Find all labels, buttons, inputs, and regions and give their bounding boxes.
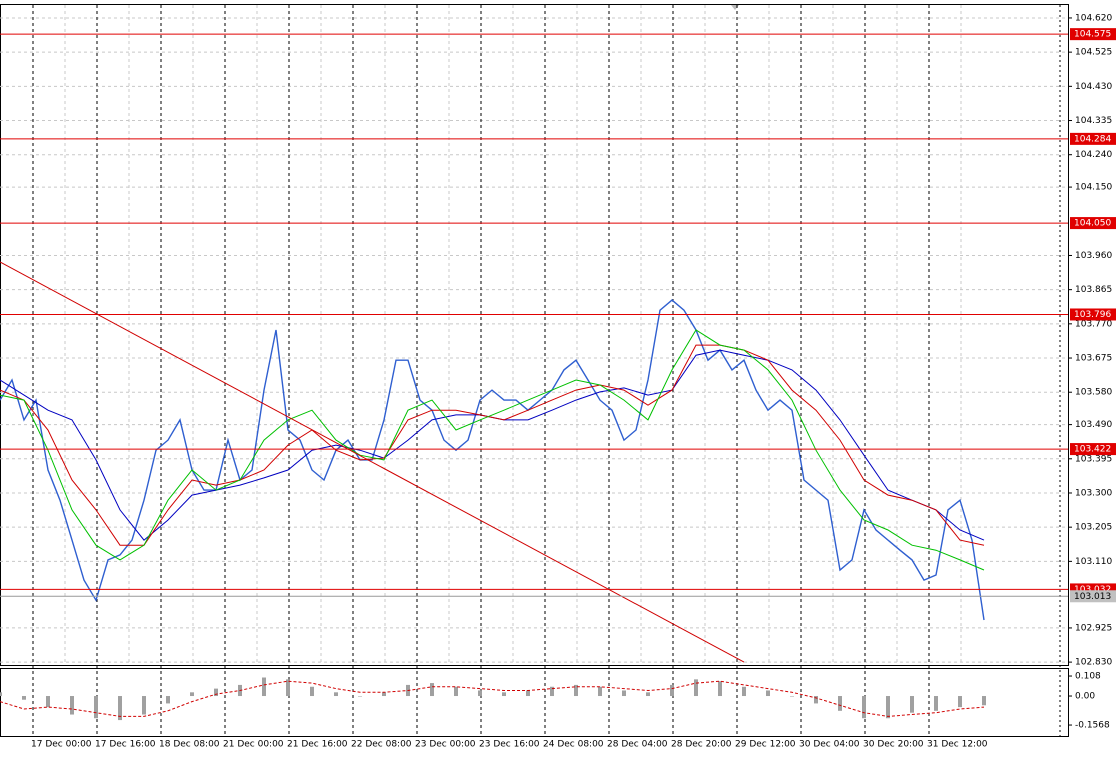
x-tick-label: 18 Dec 08:00 — [159, 740, 220, 750]
y-tick-label: 103.675 — [1075, 354, 1112, 364]
level-box — [1070, 217, 1116, 230]
osc-bar — [454, 686, 458, 697]
y-tick-label: 102.830 — [1075, 658, 1112, 668]
osc-bar — [190, 692, 194, 697]
level-box — [1070, 308, 1116, 321]
y-tick-label: 104.620 — [1075, 13, 1112, 23]
osc-bar — [286, 679, 290, 697]
level-label: 104.284 — [1074, 134, 1111, 144]
y-tick-label: 103.865 — [1075, 285, 1112, 295]
level-box — [1070, 132, 1116, 145]
osc-bar — [718, 681, 722, 697]
osc-bar — [670, 684, 674, 697]
y-tick-label: 104.335 — [1075, 116, 1112, 126]
x-tick-label: 17 Dec 00:00 — [31, 740, 92, 750]
osc-bar — [334, 692, 338, 697]
osc-tick-label: 0.108 — [1075, 672, 1101, 682]
osc-bar — [550, 686, 554, 697]
current-price-box — [1070, 590, 1116, 603]
osc-bar — [22, 696, 26, 700]
x-tick-label: 29 Dec 12:00 — [735, 740, 796, 750]
osc-bar — [166, 696, 170, 704]
osc-bar — [742, 686, 746, 697]
osc-bar — [790, 696, 794, 697]
osc-bar — [358, 696, 362, 697]
osc-bar — [958, 696, 962, 708]
y-tick-label: 103.960 — [1075, 251, 1112, 261]
y-tick-label: 103.580 — [1075, 388, 1112, 398]
osc-bar — [430, 683, 434, 697]
osc-bar — [502, 692, 506, 697]
osc-bar — [934, 696, 938, 711]
trend-line — [0, 261, 745, 663]
osc-bar — [598, 686, 602, 697]
osc-bar — [646, 692, 650, 697]
osc-bar — [46, 696, 50, 708]
osc-bar — [526, 690, 530, 697]
osc-bar — [574, 684, 578, 697]
y-tick-label: 104.525 — [1075, 48, 1112, 58]
level-label: 103.796 — [1074, 310, 1111, 320]
x-tick-label: 30 Dec 04:00 — [799, 740, 860, 750]
osc-bar — [766, 690, 770, 697]
level-label: 103.422 — [1074, 445, 1111, 455]
current-price-label: 103.013 — [1074, 592, 1111, 602]
osc-bar — [262, 677, 266, 697]
osc-tick-label: -0.1568 — [1075, 721, 1110, 731]
osc-bar — [694, 679, 698, 697]
moving-average — [0, 344, 985, 546]
osc-bar — [838, 696, 842, 711]
x-tick-label: 28 Dec 20:00 — [671, 740, 732, 750]
osc-bar — [310, 686, 314, 697]
osc-bar — [814, 696, 818, 704]
x-tick-label: 24 Dec 08:00 — [543, 740, 604, 750]
osc-bar — [382, 692, 386, 697]
moving-average — [0, 329, 985, 571]
price-frame — [0, 4, 1069, 666]
y-tick-label: 104.430 — [1075, 82, 1112, 92]
x-tick-label: 23 Dec 16:00 — [479, 740, 540, 750]
y-tick-label: 104.150 — [1075, 183, 1112, 193]
y-tick-label: 103.205 — [1075, 523, 1112, 533]
y-tick-label: 104.240 — [1075, 150, 1112, 160]
osc-bar — [622, 690, 626, 697]
level-box — [1070, 443, 1116, 456]
osc-bar — [118, 696, 122, 721]
level-box — [1070, 28, 1116, 41]
osc-bar — [982, 696, 986, 706]
y-tick-label: 103.110 — [1075, 557, 1112, 567]
y-tick-label: 103.770 — [1075, 319, 1112, 329]
price-line — [0, 299, 985, 621]
x-tick-label: 23 Dec 00:00 — [415, 740, 476, 750]
osc-bar — [862, 696, 866, 719]
osc-bar — [886, 696, 890, 719]
osc-bar — [214, 688, 218, 697]
x-tick-label: 31 Dec 12:00 — [927, 740, 988, 750]
oscillator-frame — [0, 668, 1069, 737]
osc-bar — [0, 692, 2, 697]
y-tick-label: 103.490 — [1075, 420, 1112, 430]
x-tick-label: 21 Dec 00:00 — [223, 740, 284, 750]
osc-tick-label: 0.00 — [1075, 692, 1095, 702]
x-tick-label: 22 Dec 08:00 — [351, 740, 412, 750]
level-label: 104.575 — [1074, 30, 1111, 40]
x-tick-label: 30 Dec 20:00 — [863, 740, 924, 750]
osc-bar — [910, 696, 914, 713]
x-tick-label: 17 Dec 16:00 — [95, 740, 156, 750]
osc-bar — [70, 696, 74, 715]
y-tick-label: 102.925 — [1075, 623, 1112, 633]
osc-bar — [142, 696, 146, 715]
x-tick-label: 21 Dec 16:00 — [287, 740, 348, 750]
x-tick-label: 28 Dec 04:00 — [607, 740, 668, 750]
osc-bar — [94, 696, 98, 719]
level-label: 104.050 — [1074, 219, 1111, 229]
osc-signal — [0, 680, 985, 717]
level-label: 103.032 — [1074, 585, 1111, 595]
osc-bar — [478, 690, 482, 697]
y-tick-label: 103.395 — [1075, 454, 1112, 464]
y-tick-label: 103.300 — [1075, 488, 1112, 498]
